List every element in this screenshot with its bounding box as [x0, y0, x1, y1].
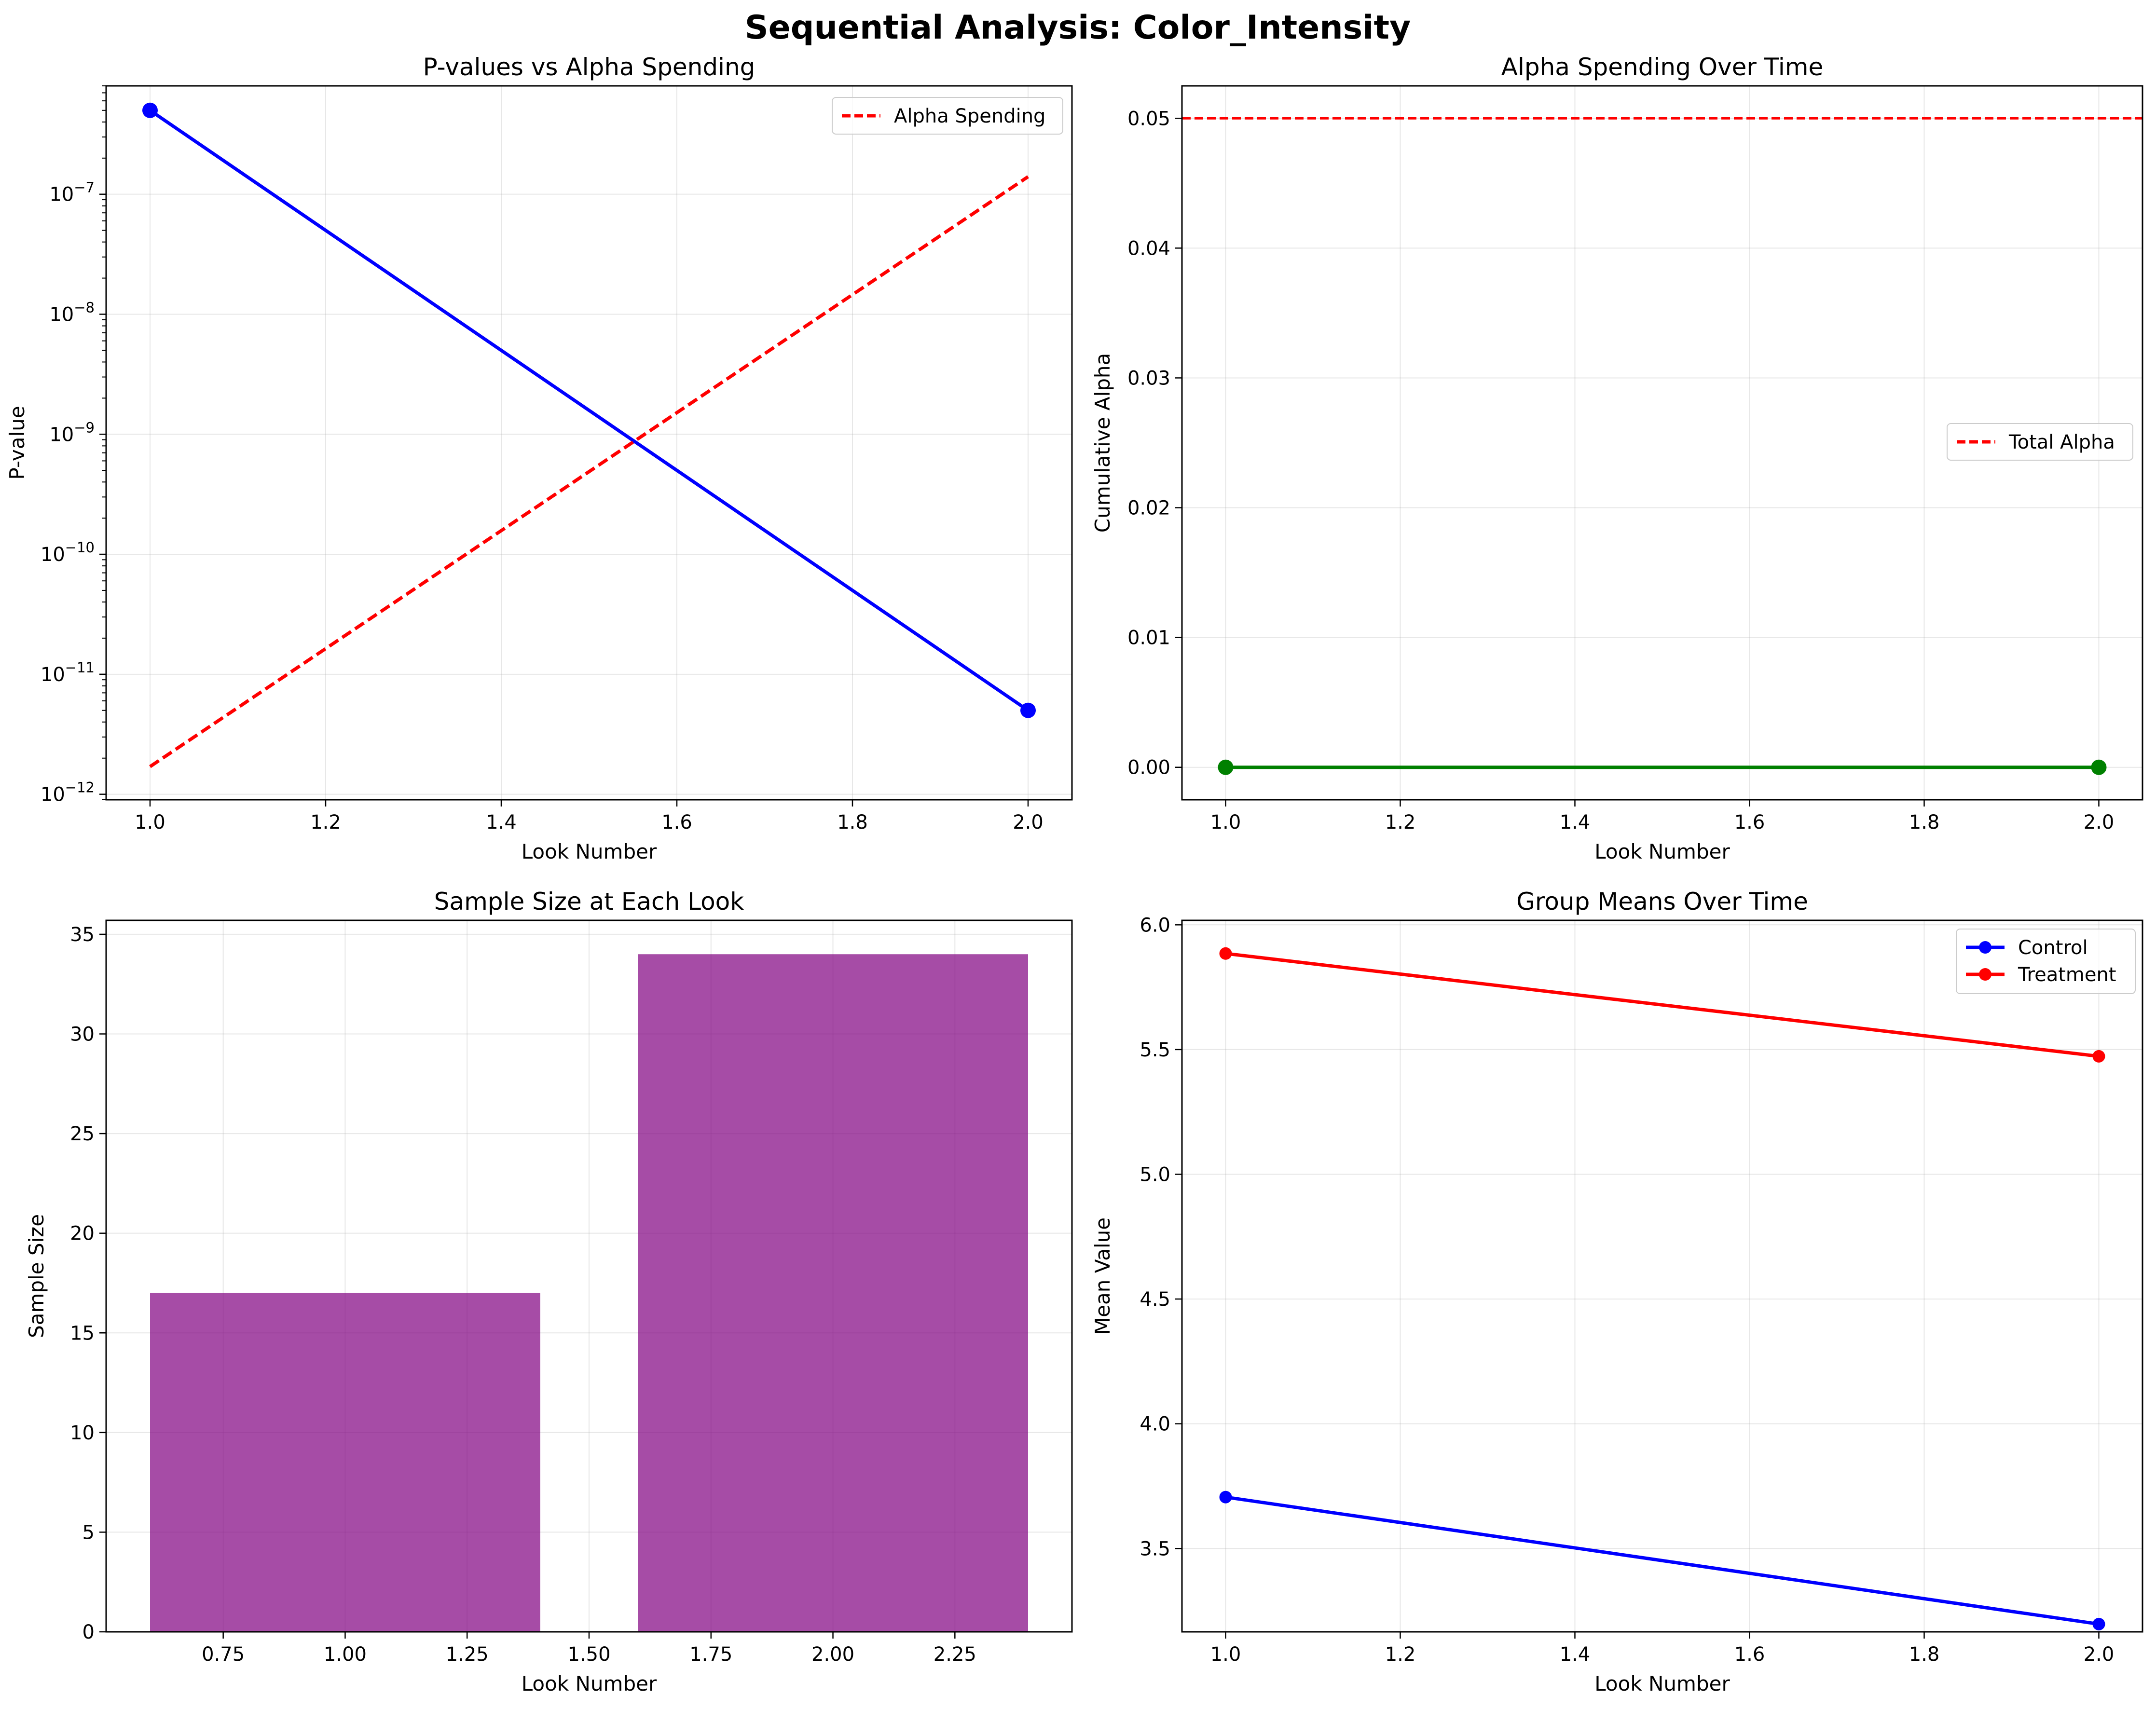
y-tick-label: 10−9	[49, 419, 95, 446]
y-tick-label: 35	[70, 924, 95, 946]
pvalue-series-line	[149, 109, 1029, 712]
y-tick-label: 10−10	[41, 539, 95, 566]
x-tick-label: 0.75	[202, 1643, 245, 1666]
legend-label: Treatment	[2018, 964, 2116, 986]
x-tick-label: 1.6	[661, 811, 692, 834]
x-tick-label: 1.25	[446, 1643, 489, 1666]
axes-frame	[1181, 85, 2143, 801]
pvalue-series-point	[142, 102, 158, 118]
legend-label: Control	[2018, 937, 2088, 959]
panel-title: P-values vs Alpha Spending	[423, 53, 755, 81]
x-tick-label: 1.6	[1734, 1643, 1765, 1666]
chart-panel-2: 1.0 1.2 1.4 1.6 1.8 2.0 0.00 0.01 0.02 0.03 0.04 0.…	[1091, 53, 2143, 863]
x-tick-label: 1.6	[1734, 811, 1765, 834]
legend: Total Alpha	[1947, 423, 2133, 461]
alpha-spending-series-line	[149, 175, 1029, 768]
y-tick-label: 30	[70, 1024, 95, 1046]
y-tick-label: 5.0	[1140, 1163, 1170, 1186]
x-tick-label: 1.8	[1909, 811, 1940, 834]
legend-box	[832, 97, 1063, 135]
x-tick-label: 1.2	[1385, 1643, 1416, 1666]
control-series-line	[1225, 1495, 2100, 1626]
x-tick-label: 1.4	[486, 811, 517, 834]
x-tick-label: 1.4	[1560, 1643, 1591, 1666]
y-tick-label: 6.0	[1140, 914, 1170, 936]
treatment-series-line	[1225, 952, 2099, 1058]
y-tick-label: 5.5	[1140, 1039, 1170, 1061]
panel-title: Sample Size at Each Look	[434, 888, 744, 916]
x-tick-label: 1.0	[135, 811, 165, 834]
legend-marker	[1979, 968, 1991, 981]
y-tick-label: 0	[82, 1621, 95, 1643]
y-tick-label: 15	[70, 1322, 95, 1344]
bar-look-2	[638, 954, 1028, 1632]
y-axis-label: Cumulative Alpha	[1091, 353, 1114, 533]
panel-title: Alpha Spending Over Time	[1501, 53, 1823, 81]
x-tick-label: 1.50	[567, 1643, 610, 1666]
x-tick-label: 1.75	[689, 1643, 732, 1666]
y-tick-label: 0.02	[1127, 497, 1170, 520]
x-tick-label: 1.4	[1560, 811, 1591, 834]
x-tick-label: 1.0	[1210, 811, 1241, 834]
control-series-point	[1219, 1490, 1232, 1504]
y-axis-label: P-value	[5, 406, 29, 479]
pvalue-series-point	[1020, 702, 1036, 718]
y-tick-label: 10−11	[41, 659, 95, 686]
y-tick-label: 4.0	[1140, 1413, 1170, 1436]
y-tick-label: 0.03	[1127, 367, 1170, 389]
panel-title: Group Means Over Time	[1516, 888, 1808, 916]
x-tick-label: 2.0	[2084, 1643, 2115, 1666]
legend-marker	[1979, 941, 1991, 954]
y-tick-label: 10−12	[41, 779, 95, 806]
x-tick-label: 2.25	[934, 1643, 976, 1666]
y-tick-label: 0.05	[1127, 108, 1170, 130]
x-tick-label: 2.00	[811, 1643, 854, 1666]
x-tick-label: 1.8	[1909, 1643, 1940, 1666]
y-axis-label: Sample Size	[25, 1214, 48, 1338]
y-tick-label: 20	[70, 1223, 95, 1245]
legend-box	[1956, 929, 2136, 994]
x-axis-label: Look Number	[1594, 840, 1730, 863]
treatment-series-point	[1219, 947, 1232, 960]
x-tick-label: 1.2	[1385, 811, 1416, 834]
chart-panel-1: 1.0 1.2 1.4 1.6 1.8 2.0 10−12 10−11 10−10 10−9 10−…	[5, 53, 1073, 863]
control-series-point	[2092, 1617, 2105, 1630]
figure-title: Sequential Analysis: Color_Intensity	[745, 9, 1411, 47]
y-axis-label: Mean Value	[1091, 1217, 1114, 1335]
legend-label: Total Alpha	[2008, 431, 2115, 453]
x-tick-label: 1.8	[837, 811, 868, 834]
y-tick-label: 0.00	[1127, 757, 1170, 779]
y-tick-label: 0.04	[1127, 237, 1170, 260]
chart-panel-4: 1.0 1.2 1.4 1.6 1.8 2.0 3.5 4.0 4.5 5.0 5.5 6.0 Grou…	[1091, 888, 2143, 1695]
y-tick-label: 10−8	[49, 299, 95, 326]
y-tick-label: 3.5	[1140, 1538, 1170, 1560]
x-axis-label: Look Number	[522, 1672, 657, 1695]
y-tick-label: 10	[70, 1422, 95, 1444]
legend: Alpha Spending	[832, 97, 1063, 135]
y-tick-label: 0.01	[1127, 627, 1170, 649]
chart-panel-3: 0.75 1.00 1.25 1.50 1.75 2.00 2.25 0 5 10 15 20 25 30…	[25, 888, 1073, 1695]
y-tick-label: 4.5	[1140, 1288, 1170, 1311]
cumulative-alpha-series-point	[2091, 759, 2107, 775]
x-axis-label: Look Number	[1594, 1672, 1730, 1695]
x-axis-label: Look Number	[522, 840, 657, 863]
axes-frame	[105, 85, 1073, 801]
y-tick-label: 5	[82, 1521, 95, 1544]
bar-look-1	[150, 1293, 540, 1632]
x-tick-label: 1.00	[324, 1643, 367, 1666]
legend: Control Treatment	[1956, 929, 2136, 994]
y-tick-label: 10−7	[49, 179, 95, 206]
y-tick-label: 25	[70, 1123, 95, 1145]
cumulative-alpha-series-point	[1218, 759, 1234, 775]
treatment-series-point	[2092, 1050, 2105, 1063]
axes-frame	[1181, 919, 2143, 1633]
x-tick-label: 1.0	[1210, 1643, 1241, 1666]
x-tick-label: 2.0	[1013, 811, 1044, 834]
legend-box	[1947, 423, 2133, 461]
legend-label: Alpha Spending	[894, 105, 1045, 127]
x-tick-label: 2.0	[2084, 811, 2115, 834]
x-tick-label: 1.2	[310, 811, 341, 834]
